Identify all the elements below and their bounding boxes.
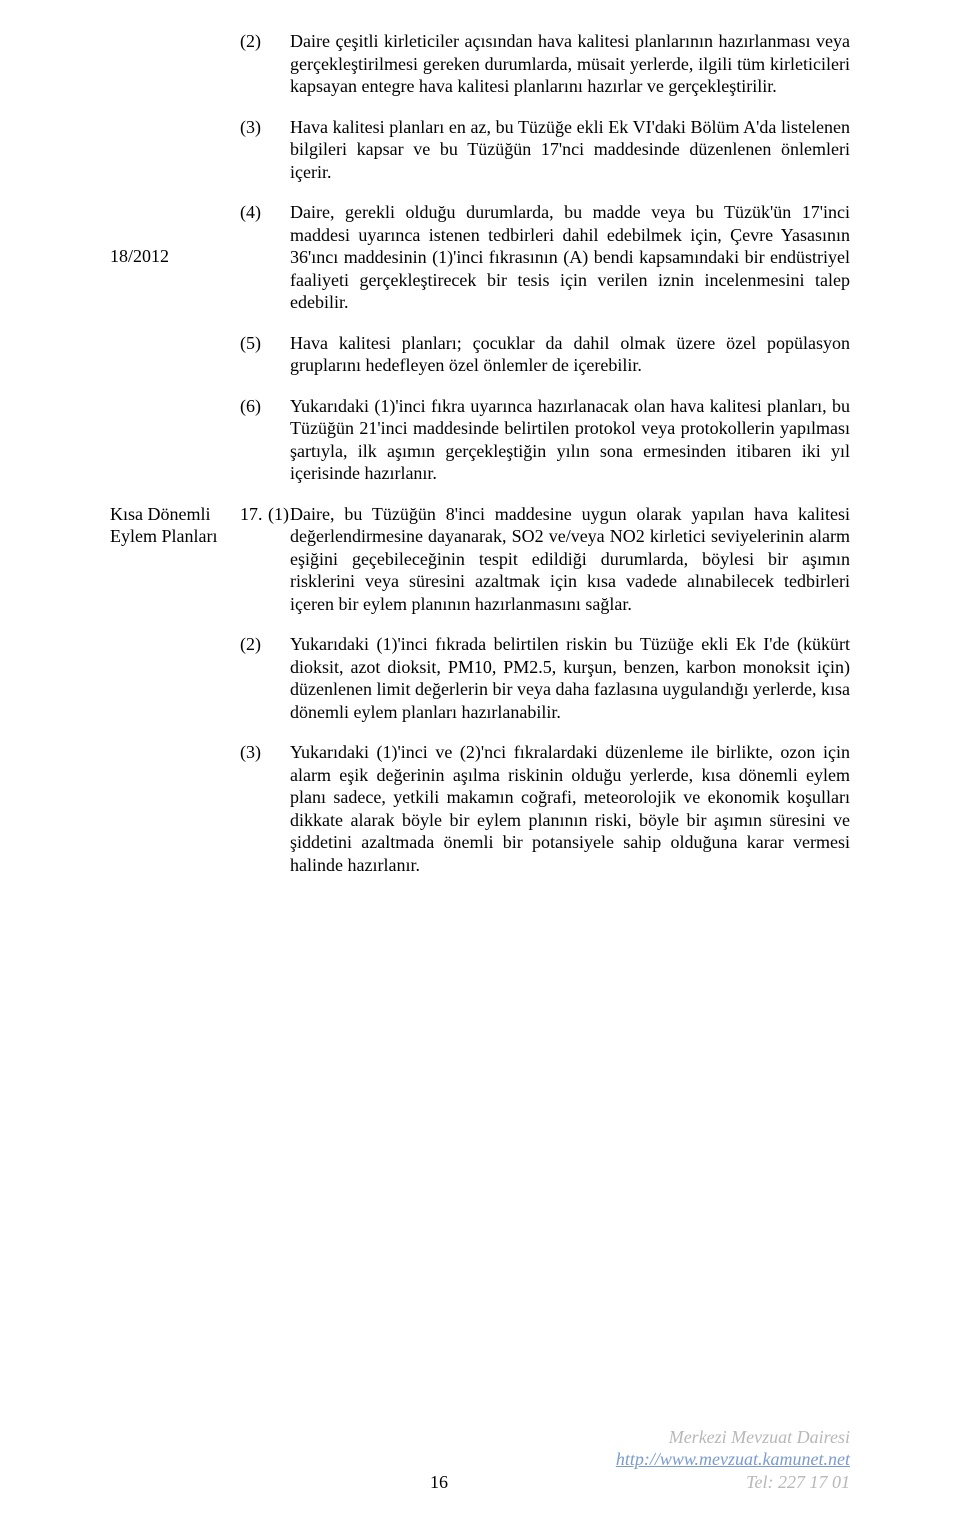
clause-row: 18/2012 (4) Daire, gerekli olduğu duruml… [110, 201, 850, 314]
clause-text: Daire, gerekli olduğu durumlarda, bu mad… [290, 201, 850, 314]
margin-note: 18/2012 [110, 201, 240, 268]
clause-text: Hava kalitesi planları en az, bu Tüzüğe … [290, 116, 850, 184]
page-number: 16 [110, 1471, 448, 1494]
clause-row: (2) Yukarıdaki (1)'inci fıkrada belirtil… [110, 633, 850, 723]
article-main-number: 17. [240, 503, 268, 526]
footer-org-block: Merkezi Mevzuat Dairesi http://www.mevzu… [616, 1426, 850, 1494]
clause-text: Yukarıdaki (1)'inci fıkrada belirtilen r… [290, 633, 850, 723]
clause-number: (3) [240, 116, 290, 139]
clause-text: Yukarıdaki (1)'inci ve (2)'nci fıkralard… [290, 741, 850, 876]
clause-row: (5) Hava kalitesi planları; çocuklar da … [110, 332, 850, 377]
clause-number: (4) [240, 201, 290, 224]
clause-number: (2) [240, 30, 290, 53]
footer-tel: Tel: 227 17 01 [616, 1471, 850, 1494]
footer-org: Merkezi Mevzuat Dairesi [616, 1426, 850, 1449]
clause-row: (3) Hava kalitesi planları en az, bu Tüz… [110, 116, 850, 184]
clause-row: (2) Daire çeşitli kirleticiler açısından… [110, 30, 850, 98]
clause-number: (6) [240, 395, 290, 418]
clause-text: Daire, bu Tüzüğün 8'inci maddesine uygun… [290, 503, 850, 616]
clause-number: (3) [240, 741, 290, 764]
footer-link[interactable]: http://www.mevzuat.kamunet.net [616, 1449, 850, 1469]
clause-text: Hava kalitesi planları; çocuklar da dahi… [290, 332, 850, 377]
clause-row: (3) Yukarıdaki (1)'inci ve (2)'nci fıkra… [110, 741, 850, 876]
clause-text: Daire çeşitli kirleticiler açısından hav… [290, 30, 850, 98]
clause-number: (5) [240, 332, 290, 355]
margin-heading: Kısa Dönemli Eylem Planları [110, 503, 240, 548]
article-row: Kısa Dönemli Eylem Planları 17. (1) Dair… [110, 503, 850, 616]
article-number-group: 17. (1) [240, 503, 290, 526]
page: (2) Daire çeşitli kirleticiler açısından… [0, 0, 960, 1521]
clause-number: (1) [268, 503, 290, 526]
clause-text: Yukarıdaki (1)'inci fıkra uyarınca hazır… [290, 395, 850, 485]
clause-number: (2) [240, 633, 290, 656]
clause-row: (6) Yukarıdaki (1)'inci fıkra uyarınca h… [110, 395, 850, 485]
page-footer: 16 Merkezi Mevzuat Dairesi http://www.me… [0, 1426, 960, 1494]
